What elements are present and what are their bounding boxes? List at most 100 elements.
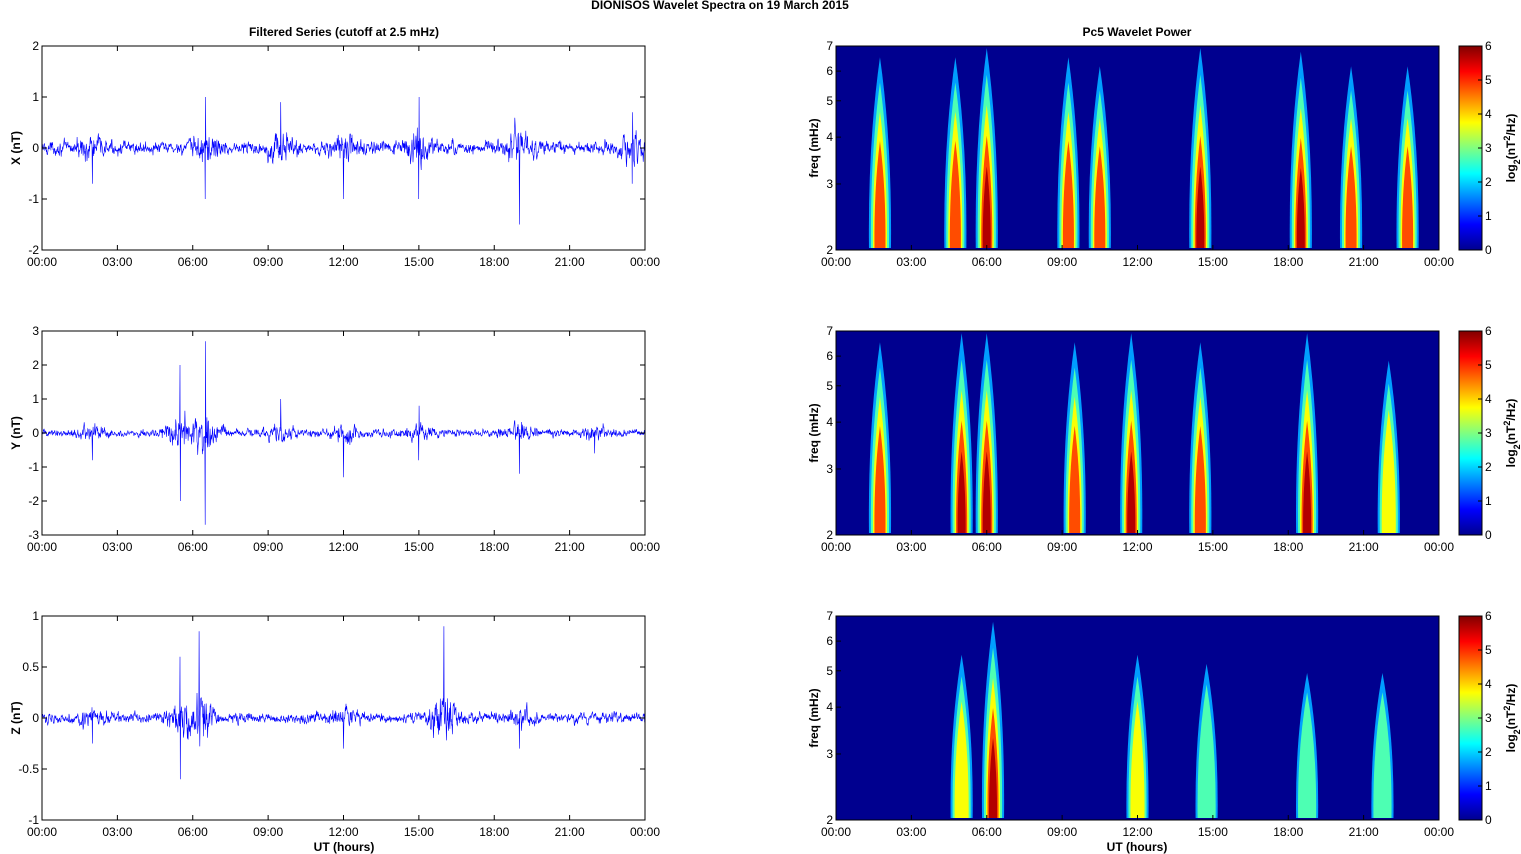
freq-axis-label: freq (mHz) <box>807 688 821 747</box>
y-tick-label: 4 <box>826 130 833 144</box>
series-line-y <box>41 341 646 525</box>
y-tick-label: 4 <box>826 700 833 714</box>
colorbar-tick-label: 0 <box>1485 813 1492 827</box>
x-tick-label: 21:00 <box>1349 825 1379 839</box>
x-tick-label: 15:00 <box>404 540 434 554</box>
timeseries-panel-z: -1 -0.5 0 0.5 1 00:00 03:00 06:00 09:00 12:00 15:0… <box>9 609 660 839</box>
colorbar-tick-label: 5 <box>1485 73 1492 87</box>
x-tick-label: 00:00 <box>630 825 660 839</box>
colorbar-tick-label: 6 <box>1485 609 1492 623</box>
y-tick-label: 2 <box>826 243 833 257</box>
wavelet-plot-area <box>836 46 1439 250</box>
y-tick-label: 7 <box>826 609 833 623</box>
timeseries-plot-area <box>42 331 645 535</box>
wavelet-power-event <box>1402 146 1414 248</box>
x-tick-label: 09:00 <box>1047 255 1077 269</box>
x-tick-label: 21:00 <box>1349 255 1379 269</box>
left-x-axis-label: UT (hours) <box>314 840 375 854</box>
x-tick-label: 12:00 <box>328 825 358 839</box>
colorbar-tick-label: 4 <box>1485 107 1492 121</box>
colorbar-tick-label: 1 <box>1485 779 1492 793</box>
x-tick-label: 18:00 <box>479 825 509 839</box>
x-tick-label: 03:00 <box>102 825 132 839</box>
x-tick-label: 03:00 <box>896 825 926 839</box>
y-tick-label: -2 <box>28 243 39 257</box>
x-tick-label: 15:00 <box>1198 540 1228 554</box>
colorbar-label: log2(nT2/Hz) <box>1502 684 1521 753</box>
colorbar-tick-label: 2 <box>1485 175 1492 189</box>
x-tick-label: 18:00 <box>1273 825 1303 839</box>
y-tick-label: -1 <box>28 460 39 474</box>
y-tick-label: 1 <box>32 609 39 623</box>
colorbar-tick-label: 5 <box>1485 358 1492 372</box>
y-tick-label: 3 <box>32 324 39 338</box>
x-tick-label: 00:00 <box>821 255 851 269</box>
wavelet-power-event <box>1069 425 1081 533</box>
wavelet-power-event <box>982 451 991 533</box>
y-tick-label: 0 <box>32 426 39 440</box>
x-tick-label: 12:00 <box>1122 825 1152 839</box>
y-tick-label: -0.5 <box>18 762 39 776</box>
y-tick-label: 5 <box>826 664 833 678</box>
colorbar-tick-label: 5 <box>1485 643 1492 657</box>
x-tick-label: 00:00 <box>630 540 660 554</box>
wavelet-panel-x: 2 3 4 5 6 7 00:00 03:00 06:00 09:00 12:00 15:00 18:0… <box>807 39 1521 269</box>
x-tick-label: 00:00 <box>630 255 660 269</box>
colorbar-tick-label: 1 <box>1485 209 1492 223</box>
y-tick-label: 2 <box>32 358 39 372</box>
x-tick-label: 06:00 <box>972 255 1002 269</box>
x-tick-label: 03:00 <box>896 540 926 554</box>
colorbar-tick-label: 0 <box>1485 243 1492 257</box>
x-tick-label: 09:00 <box>1047 825 1077 839</box>
x-tick-label: 06:00 <box>178 825 208 839</box>
colorbar-tick-label: 4 <box>1485 677 1492 691</box>
x-tick-label: 09:00 <box>253 255 283 269</box>
wavelet-power-event <box>1296 167 1305 248</box>
y-tick-label: 3 <box>826 462 833 476</box>
wavelet-power-event <box>1303 451 1312 533</box>
colorbar-tick-label: 3 <box>1485 711 1492 725</box>
wavelet-power-event <box>1062 140 1074 248</box>
x-tick-label: 06:00 <box>178 540 208 554</box>
colorbar-tick-label: 6 <box>1485 39 1492 53</box>
x-tick-label: 12:00 <box>328 540 358 554</box>
freq-axis-label: freq (mHz) <box>807 118 821 177</box>
x-tick-label: 18:00 <box>1273 255 1303 269</box>
x-tick-label: 03:00 <box>102 540 132 554</box>
y-tick-label: 5 <box>826 379 833 393</box>
wavelet-power-event <box>1094 146 1106 248</box>
x-tick-label: 18:00 <box>479 540 509 554</box>
y-tick-label: -1 <box>28 813 39 827</box>
y-tick-label: 6 <box>826 349 833 363</box>
timeseries-panel-y: -3 -2 -1 0 1 2 3 00:00 03:00 06:00 09:00 12:00 15:00… <box>9 324 660 554</box>
timeseries-panel-x: -2 -1 0 1 2 00:00 03:00 06:00 09:00 12:00 15:00 18:… <box>9 39 660 269</box>
y-tick-label: 6 <box>826 64 833 78</box>
wavelet-power-event <box>1196 166 1205 248</box>
wavelet-power-event <box>957 451 966 533</box>
x-tick-label: 21:00 <box>555 825 585 839</box>
wavelet-power-event <box>1194 425 1206 533</box>
y-tick-label: -2 <box>28 494 39 508</box>
y-tick-label: 3 <box>826 177 833 191</box>
y-tick-label: 1 <box>32 392 39 406</box>
wavelet-power-event <box>1298 692 1317 818</box>
x-tick-label: 03:00 <box>896 255 926 269</box>
y-tick-label: 7 <box>826 39 833 53</box>
y-tick-label: -1 <box>28 192 39 206</box>
wavelet-power-event <box>949 140 961 248</box>
y-axis-label: X (nT) <box>9 131 23 165</box>
x-tick-label: 09:00 <box>1047 540 1077 554</box>
y-tick-label: 5 <box>826 94 833 108</box>
y-tick-label: 7 <box>826 324 833 338</box>
wavelet-panel-y: 2 3 4 5 6 7 00:00 03:00 06:00 09:00 12:00 15:00 18:0… <box>807 324 1521 554</box>
y-tick-label: 2 <box>826 813 833 827</box>
x-tick-label: 00:00 <box>821 540 851 554</box>
colorbar-tick-label: 4 <box>1485 392 1492 406</box>
colorbar-tick-label: 2 <box>1485 745 1492 759</box>
y-tick-label: -3 <box>28 528 39 542</box>
x-tick-label: 09:00 <box>253 825 283 839</box>
y-tick-label: 6 <box>826 634 833 648</box>
x-tick-label: 12:00 <box>1122 255 1152 269</box>
x-tick-label: 15:00 <box>1198 825 1228 839</box>
